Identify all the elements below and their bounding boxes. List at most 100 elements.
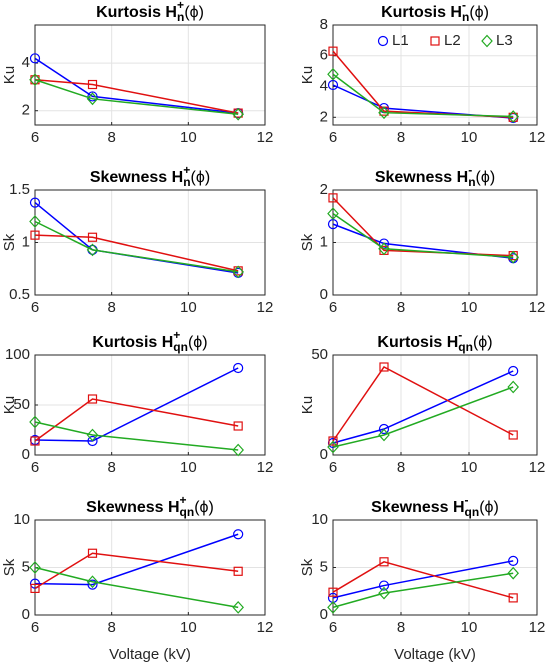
marker-square: [87, 548, 98, 558]
y-tick-label: 1.5: [9, 181, 30, 198]
y-axis-label: Sk: [1, 233, 18, 251]
title-part: Kurtosis H: [381, 4, 462, 21]
marker-circle: [233, 529, 244, 540]
marker-circle: [87, 435, 98, 447]
marker-circle: [87, 579, 98, 590]
y-tick-label: 100: [5, 346, 30, 363]
marker-square: [328, 193, 338, 203]
series-line: [332, 560, 514, 599]
series-line: [332, 386, 514, 448]
marker-diamond: [29, 415, 41, 429]
title-part: (ϕ): [194, 499, 214, 516]
y-tick-label: 2: [320, 181, 328, 198]
title-part: +: [177, 0, 184, 12]
y-tick-label: 0: [22, 446, 30, 463]
x-axis-label: Voltage (kV): [394, 646, 476, 663]
marker-circle: [29, 197, 41, 208]
legend-label: L3: [496, 32, 513, 49]
title-part: -: [458, 328, 462, 342]
x-tick-label: 8: [107, 129, 115, 146]
x-tick-label: 8: [397, 619, 405, 636]
panel-title: Kurtosis H-n(ϕ): [381, 0, 489, 24]
x-tick-label: 10: [180, 299, 197, 316]
marker-diamond: [378, 242, 390, 256]
series-line: [34, 566, 239, 609]
x-tick-label: 10: [180, 129, 197, 146]
series-line: [332, 560, 514, 599]
x-tick-label: 10: [461, 619, 478, 636]
marker-square: [87, 79, 98, 90]
x-tick-label: 10: [461, 129, 478, 146]
y-tick-label: 8: [320, 16, 328, 33]
x-tick-label: 6: [329, 129, 337, 146]
y-tick-label: 0: [320, 606, 328, 623]
y-tick-label: 10: [311, 511, 328, 528]
marker-diamond: [29, 215, 41, 228]
axes-box: [332, 189, 538, 296]
panel-title: Skewness H-qn(ϕ): [371, 493, 499, 519]
title-part: (ϕ): [479, 499, 499, 516]
title-part: qn: [458, 340, 473, 354]
marker-square: [379, 557, 389, 567]
title-part: Skewness H: [371, 499, 464, 516]
x-tick-label: 12: [529, 299, 546, 316]
title-part: (ϕ): [473, 334, 493, 351]
y-tick-label: 50: [311, 346, 328, 363]
title-part: Skewness H: [375, 169, 468, 186]
marker-diamond: [378, 586, 390, 600]
panel-title: Kurtosis H+ n(ϕ): [96, 0, 204, 24]
marker-diamond: [507, 110, 520, 123]
x-tick-label: 6: [329, 459, 337, 476]
x-tick-label: 6: [31, 619, 39, 636]
x-tick-label: 12: [529, 459, 546, 476]
y-axis-label: Ku: [299, 396, 316, 414]
y-axis-label: Ku: [299, 66, 316, 84]
marker-diamond: [232, 265, 244, 279]
x-tick-label: 8: [397, 459, 405, 476]
title-part: Skewness H: [90, 169, 183, 186]
marker-circle: [378, 423, 390, 435]
y-tick-label: 2: [22, 102, 30, 119]
y-axis-label: Ku: [1, 66, 18, 84]
series-line: [34, 533, 239, 586]
axes-box: [332, 519, 538, 616]
x-tick-label: 12: [257, 299, 274, 316]
title-part: Skewness H: [86, 499, 179, 516]
title-part: -: [468, 163, 472, 177]
title-part: (ϕ): [469, 4, 489, 21]
y-tick-label: 0: [320, 286, 328, 303]
title-part: +: [183, 163, 190, 177]
marker-square: [508, 430, 518, 440]
title-part: Kurtosis H: [96, 4, 177, 21]
x-tick-label: 10: [461, 459, 478, 476]
marker-square: [30, 230, 40, 240]
marker-square: [87, 394, 98, 404]
panel-title: Kurtosis H-qn(ϕ): [377, 328, 492, 354]
marker-diamond: [481, 34, 493, 48]
marker-circle: [378, 580, 390, 591]
title-part: n: [462, 10, 469, 24]
y-tick-label: 6: [320, 47, 328, 64]
marker-diamond: [507, 250, 520, 264]
marker-diamond: [327, 601, 339, 614]
marker-square: [328, 46, 338, 56]
marker-diamond: [232, 443, 244, 457]
marker-diamond: [86, 92, 99, 106]
legend-label: L1: [392, 32, 409, 49]
marker-square: [233, 421, 243, 431]
title-part: +: [180, 493, 187, 507]
marker-diamond: [378, 106, 390, 120]
panel-title: Skewness H+ qn(ϕ): [86, 493, 214, 519]
title-part: (ϕ): [188, 334, 208, 351]
series-line: [332, 197, 514, 257]
axes-box: [34, 24, 266, 126]
series-line: [34, 79, 239, 114]
marker-diamond: [327, 207, 339, 221]
y-tick-label: 0.5: [9, 286, 30, 303]
x-tick-label: 10: [461, 299, 478, 316]
title-part: +: [173, 328, 180, 342]
axes-box: [34, 189, 266, 296]
marker-diamond: [327, 440, 339, 454]
x-tick-label: 10: [180, 619, 197, 636]
marker-square: [379, 362, 389, 372]
